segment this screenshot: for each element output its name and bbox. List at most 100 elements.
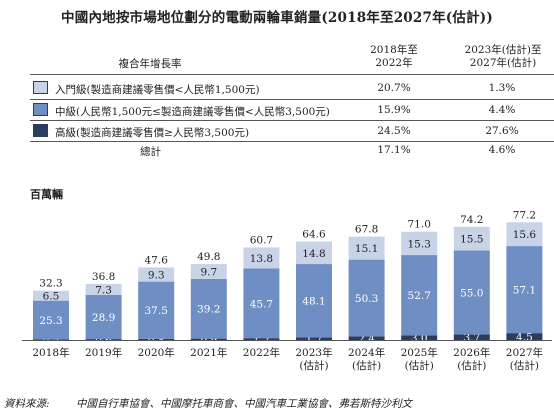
x-tick-label: 2020年 (138, 346, 175, 359)
bar-value-label: 55.0 (460, 287, 483, 299)
bar-segment (33, 339, 69, 340)
x-tick-label: 2027年 (506, 346, 543, 359)
cagr-row-mid: 中級(人民幣1,500元≤製造商建議零售價<人民幣3,500元) 15.9% 4… (30, 100, 554, 120)
bar-total-label: 60.7 (250, 234, 273, 246)
cagr-col1-header: 2018年至 2022年 (370, 44, 418, 69)
bar-segment (348, 336, 385, 340)
bar-segment (348, 236, 385, 260)
cagr-value: 27.6% (485, 125, 519, 137)
bar-total-label: 74.2 (460, 214, 483, 226)
legend-swatch-entry (33, 81, 48, 94)
bar-segment (296, 241, 332, 265)
bar-segment (190, 338, 227, 340)
bar-total-label: 67.8 (355, 224, 378, 236)
bar-segment (401, 255, 438, 336)
x-tick-label: 2018年 (32, 346, 69, 359)
bar-segment (348, 259, 385, 337)
bar-value-label: 50.3 (355, 293, 378, 305)
bar-total-label: 71.0 (408, 219, 431, 231)
cagr-row-label: 中級(人民幣1,500元≤製造商建議零售價<人民幣3,500元) (55, 106, 330, 118)
bar-segment (243, 268, 280, 339)
bar-segment (453, 226, 490, 251)
bar-value-label: 7.3 (95, 284, 112, 296)
page-title: 中國內地按市場地位劃分的電動兩輪車銷量(2018年至2027年(估計)) (61, 10, 493, 26)
x-tick-label: 2019年 (85, 346, 122, 359)
bar-value-label: 9.3 (148, 270, 165, 282)
cagr-value: 15.9% (377, 104, 411, 116)
bar-segment (243, 247, 280, 269)
bar-value-label: 15.6 (513, 229, 537, 241)
cagr-row-label: 高級(製造商建議零售價≥人民幣3,500元) (55, 127, 250, 139)
cagr-value: 24.5% (377, 125, 411, 137)
table-header-divider (30, 74, 554, 75)
bar-segment (190, 278, 227, 339)
x-tick-label: (估計) (299, 359, 328, 372)
x-tick-label: 2024年 (348, 346, 385, 359)
bar-value-label: 28.9 (92, 312, 115, 324)
bar-segment (138, 267, 175, 282)
table-row-divider (30, 141, 554, 142)
x-tick-label: 2025年 (401, 346, 438, 359)
bar-total-label: 47.6 (145, 254, 169, 266)
cagr-total-label: 總計 (140, 146, 161, 158)
unit-label: 百萬輛 (30, 188, 63, 201)
table-row-divider (30, 99, 554, 100)
bar-segment (190, 264, 227, 279)
bar-segment (85, 295, 122, 340)
bar-segment (243, 338, 280, 340)
x-tick-label: 2026年 (453, 346, 490, 359)
cagr-value: 4.4% (488, 104, 516, 116)
bar-value-label: 37.5 (145, 305, 168, 317)
bar-value-label: 3.7 (463, 332, 480, 344)
table-row-divider (30, 120, 554, 121)
bar-value-label: 13.8 (250, 253, 273, 265)
bar-segment (401, 335, 438, 340)
source-text: 中國自行車協會、中國摩托車商會、中國汽車工業協會、弗若斯特沙利文 (76, 398, 412, 410)
bar-value-label: 15.1 (355, 243, 378, 255)
x-tick-label: 2022年 (243, 346, 280, 359)
legend-swatch-mid (33, 103, 48, 116)
bar-value-label: 45.7 (250, 298, 273, 310)
bar-segment (453, 250, 490, 335)
source-label: 資料來源: (4, 398, 50, 410)
bar-total-label: 36.8 (92, 271, 115, 283)
bar-segment (506, 333, 543, 340)
bar-value-label: 15.5 (460, 234, 483, 246)
cagr-header-label: 複合年增長率 (118, 58, 182, 70)
bar-segment (453, 334, 490, 340)
bar-segment (33, 290, 69, 301)
x-tick-label: (估計) (457, 359, 486, 372)
bar-value-label: 48.1 (302, 296, 325, 308)
bar-value-label: 57.1 (513, 285, 536, 297)
bar-segment (33, 300, 69, 340)
bar-segment (138, 338, 175, 340)
legend-swatch-premium (33, 124, 48, 137)
bar-total-label: 49.8 (197, 251, 220, 263)
cagr-value: 1.3% (488, 82, 516, 94)
bar-total-label: 32.3 (39, 278, 62, 290)
cagr-value: 4.6% (488, 144, 516, 156)
x-tick-label: (估計) (405, 359, 434, 372)
cagr-row-entry: 入門級(製造商建議零售價<人民幣1,500元) 20.7% 1.3% (30, 78, 554, 98)
cagr-value: 20.7% (377, 82, 411, 94)
cagr-row-premium: 高級(製造商建議零售價≥人民幣3,500元) 24.5% 27.6% (30, 121, 554, 141)
bar-segment (138, 281, 175, 339)
source-note: 資料來源: 中國自行車協會、中國摩托車商會、中國汽車工業協會、弗若斯特沙利文 (4, 396, 412, 411)
cagr-col2-header: 2023年(估計)至 2027年(估計) (464, 44, 542, 69)
x-tick-label: 2023年 (295, 346, 332, 359)
bar-segment (296, 264, 332, 338)
bar-value-label: 9.7 (200, 266, 217, 278)
bar-value-label: 4.5 (516, 332, 533, 344)
bar-total-label: 64.6 (302, 228, 326, 240)
bar-segment (401, 231, 438, 256)
bar-value-label: 3.0 (411, 333, 428, 345)
bar-total-label: 77.2 (513, 209, 536, 221)
bar-value-label: 52.7 (408, 290, 431, 302)
bar-segment (85, 283, 122, 296)
cagr-value: 17.1% (377, 144, 411, 156)
bar-value-label: 39.2 (197, 304, 220, 316)
x-tick-label: (估計) (510, 359, 539, 372)
bar-segment (506, 246, 543, 334)
cagr-row-label: 入門級(製造商建議零售價<人民幣1,500元) (55, 84, 260, 96)
